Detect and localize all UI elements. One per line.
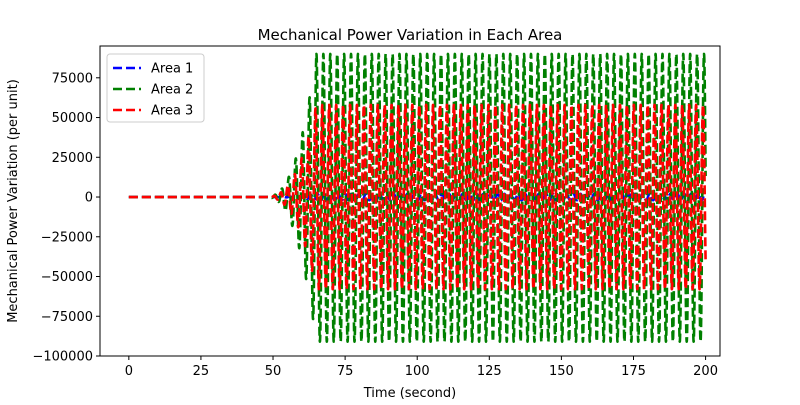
legend-box: [106, 53, 205, 123]
x-tick-label: 125: [477, 364, 502, 379]
y-tick-label: 0: [85, 191, 93, 206]
x-tick-label: 0: [125, 364, 133, 379]
series-layer: [127, 52, 707, 343]
x-tick-label: 75: [337, 364, 354, 379]
x-axis-label: Time (second): [363, 386, 456, 400]
x-tick-label: 50: [265, 364, 282, 379]
x-tick-label: 200: [693, 364, 718, 379]
y-tick-label: 75000: [52, 71, 93, 86]
legend-label: Area 1: [151, 62, 193, 77]
x-tick-label: 25: [193, 364, 210, 379]
x-tick-label: 100: [405, 364, 430, 379]
legend-label: Area 2: [151, 83, 193, 98]
x-tick-label: 175: [621, 364, 646, 379]
legend-label: Area 3: [151, 104, 193, 119]
y-tick-label: −25000: [41, 230, 93, 245]
x-tick-label: 150: [549, 364, 574, 379]
series-line: [127, 103, 707, 291]
y-tick-label: −75000: [41, 310, 93, 325]
y-tick-label: −50000: [41, 270, 93, 285]
y-tick-label: −100000: [32, 350, 93, 365]
chart-title: Mechanical Power Variation in Each Area: [258, 26, 563, 44]
x-axis: 0 25 50 75 100 125 150 175 200: [125, 356, 718, 379]
y-axis: −100000 −75000 −50000 −25000 0 25000 50000 7500…: [32, 71, 100, 365]
legend: Area 1 Area 2 Area 3: [106, 53, 205, 123]
y-axis-label: Mechanical Power Variation (per unit): [6, 79, 21, 323]
y-tick-label: 25000: [52, 151, 93, 166]
y-tick-label: 50000: [52, 111, 93, 126]
plot-frame: [99, 45, 721, 357]
